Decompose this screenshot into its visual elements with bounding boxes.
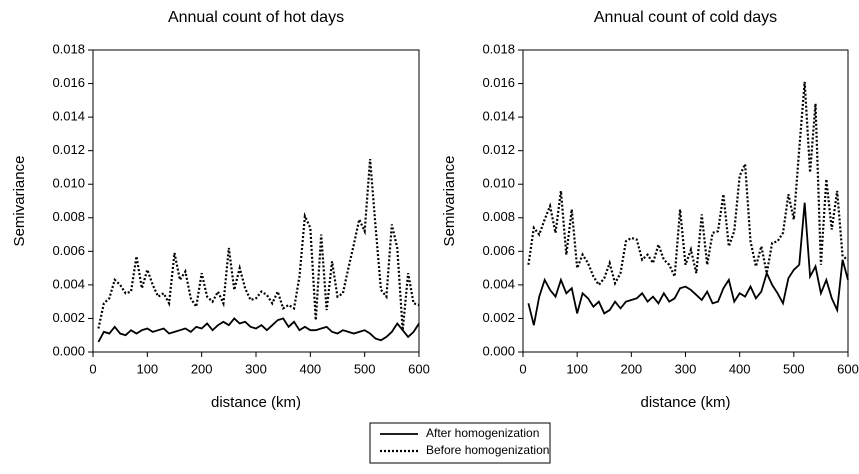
series-line bbox=[97, 317, 420, 343]
y-tick-label: 0.000 bbox=[52, 343, 85, 358]
y-tick-label: 0.004 bbox=[52, 276, 85, 291]
series-line bbox=[527, 81, 849, 287]
x-tick-label: 400 bbox=[729, 361, 751, 376]
y-tick-label: 0.014 bbox=[52, 109, 85, 124]
y-tick-label: 0.018 bbox=[482, 41, 515, 56]
series-line bbox=[97, 158, 420, 331]
y-tick-label: 0.014 bbox=[482, 109, 515, 124]
y-axis-label: Semivariance bbox=[441, 156, 458, 247]
x-tick-label: 100 bbox=[566, 361, 588, 376]
y-tick-label: 0.002 bbox=[52, 310, 85, 325]
x-axis-label: distance (km) bbox=[640, 394, 730, 411]
chart-title: Annual count of cold days bbox=[594, 9, 777, 26]
legend-label: After homogenization bbox=[426, 426, 539, 440]
y-tick-label: 0.016 bbox=[482, 75, 515, 90]
x-axis-label: distance (km) bbox=[211, 394, 301, 411]
y-tick-label: 0.010 bbox=[52, 176, 85, 191]
y-tick-label: 0.004 bbox=[482, 276, 515, 291]
plot-frame bbox=[92, 49, 420, 353]
y-tick-label: 0.008 bbox=[482, 209, 515, 224]
y-tick-label: 0.012 bbox=[482, 142, 515, 157]
y-tick-label: 0.006 bbox=[52, 243, 85, 258]
x-tick-label: 500 bbox=[783, 361, 805, 376]
y-tick-label: 0.002 bbox=[482, 310, 515, 325]
series-line bbox=[527, 202, 849, 326]
legend-box bbox=[369, 422, 551, 464]
y-axis-label: Semivariance bbox=[11, 156, 28, 247]
x-tick-label: 0 bbox=[519, 361, 526, 376]
x-tick-label: 300 bbox=[245, 361, 267, 376]
x-tick-label: 600 bbox=[408, 361, 430, 376]
x-tick-label: 500 bbox=[354, 361, 376, 376]
x-tick-label: 0 bbox=[89, 361, 96, 376]
plot-frame bbox=[522, 49, 849, 353]
chart-title: Annual count of hot days bbox=[168, 9, 344, 26]
x-tick-label: 100 bbox=[136, 361, 158, 376]
x-tick-label: 300 bbox=[675, 361, 697, 376]
y-tick-label: 0.008 bbox=[52, 209, 85, 224]
x-tick-label: 200 bbox=[191, 361, 213, 376]
y-tick-label: 0.012 bbox=[52, 142, 85, 157]
legend-label: Before homogenization bbox=[426, 443, 549, 457]
y-tick-label: 0.000 bbox=[482, 343, 515, 358]
y-tick-label: 0.006 bbox=[482, 243, 515, 258]
x-tick-label: 200 bbox=[620, 361, 642, 376]
y-tick-label: 0.010 bbox=[482, 176, 515, 191]
y-tick-label: 0.018 bbox=[52, 41, 85, 56]
x-tick-label: 600 bbox=[837, 361, 859, 376]
x-tick-label: 400 bbox=[299, 361, 321, 376]
y-tick-label: 0.016 bbox=[52, 75, 85, 90]
